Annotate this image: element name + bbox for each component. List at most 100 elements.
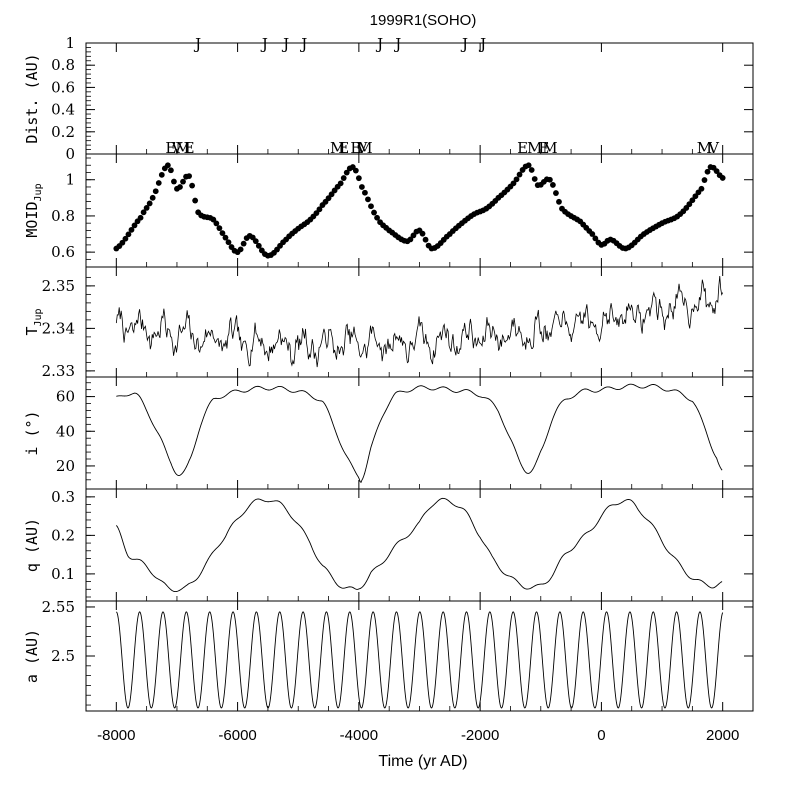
moid-point-6 [131, 222, 138, 229]
moid-point-136 [525, 162, 532, 169]
moid-point-24 [186, 173, 192, 180]
moid-point-143 [546, 176, 553, 183]
moid-point-133 [516, 171, 523, 178]
moid-point-9 [140, 209, 147, 216]
x-tick-label-2: -4000 [340, 727, 378, 744]
x-tick-label-4: 0 [597, 727, 605, 744]
x-tick-label-1: -6000 [218, 727, 256, 744]
encounter-marker-11: E [184, 139, 195, 157]
y-tick-label-incl-2: 60 [56, 388, 75, 406]
y-axis-label-text-tjup: T [23, 327, 41, 336]
moid-point-75 [340, 175, 347, 181]
y-tick-label-incl-1: 40 [56, 422, 75, 440]
moid-point-97 [407, 236, 414, 243]
panel-moid: 0.6 0.8 1 MOIDJup [23, 153, 754, 268]
moid-point-5 [128, 226, 135, 233]
y-tick-label-dist-2: 0.4 [51, 101, 75, 119]
moid-point-193 [698, 185, 705, 192]
moid-point-3 [122, 235, 129, 242]
y-tick-label-tjup-1: 2.34 [42, 319, 75, 337]
encounter-marker-17: E [517, 139, 528, 157]
moid-point-25 [189, 182, 196, 189]
a-series-line [116, 611, 724, 709]
moid-point-36 [222, 234, 229, 241]
y-tick-label-q-0: 0.1 [51, 565, 75, 583]
moid-point-82 [362, 189, 368, 196]
moid-point-83 [365, 196, 371, 203]
y-axis-label-a: a (AU) [23, 629, 41, 683]
moid-point-198 [713, 168, 720, 175]
moid-point-67 [316, 206, 323, 213]
encounter-marker-6: J [460, 35, 468, 53]
encounter-marker-10: M [175, 139, 190, 157]
moid-point-19 [171, 178, 177, 185]
encounter-marker-13: E [338, 139, 349, 157]
q-series-line [115, 497, 723, 593]
moid-point-18 [167, 167, 174, 174]
encounter-marker-2: J [281, 35, 289, 53]
moid-point-146 [556, 198, 562, 205]
moid-point-14 [155, 180, 162, 186]
encounter-marker-22: V [707, 139, 720, 157]
moid-point-84 [368, 203, 374, 210]
moid-point-131 [510, 180, 517, 187]
encounter-marker-3: J [299, 35, 307, 53]
x-axis-label: Time (yr AD) [378, 753, 467, 770]
moid-point-190 [689, 197, 696, 204]
moid-point-22 [180, 178, 186, 185]
panel-series-incl [116, 383, 723, 484]
encounter-marker-15: V [355, 139, 368, 157]
moid-point-132 [513, 176, 520, 183]
moid-point-15 [158, 171, 165, 178]
y-tick-label-tjup-2: 2.35 [42, 277, 75, 295]
moid-point-37 [225, 239, 232, 246]
y-axis-label-sub-tjup: Jup [33, 308, 44, 326]
moid-point-144 [550, 182, 556, 188]
moid-point-11 [146, 200, 153, 207]
panel-series-a [116, 611, 724, 709]
moid-point-102 [422, 236, 429, 243]
encounter-marker-1: J [260, 35, 268, 53]
moid-point-2 [119, 239, 126, 246]
moid-point-34 [216, 225, 223, 232]
moid-point-8 [137, 214, 144, 221]
encounter-marker-18: M [527, 139, 542, 157]
moid-point-10 [143, 204, 150, 211]
y-axis-label-text-incl: i (°) [23, 410, 41, 455]
moid-point-158 [592, 235, 599, 242]
y-axis-label-tjup: TJup [23, 308, 44, 335]
y-tick-label-dist-4: 0.8 [51, 56, 75, 74]
moid-point-85 [371, 209, 377, 216]
y-axis-label-dist: Dist. (AU) [23, 53, 41, 143]
moid-point-81 [358, 184, 365, 190]
moid-point-46 [252, 238, 259, 245]
encounter-marker-20: M [542, 139, 557, 157]
moid-point-200 [719, 175, 726, 181]
moid-point-35 [219, 230, 226, 237]
x-axis: -8000 -6000 -4000 -2000 0 2000 [97, 727, 739, 744]
panel-q: 0.1 0.2 0.3 q (AU) [23, 488, 754, 602]
encounter-marker-0: J [193, 35, 201, 53]
moid-point-33 [213, 220, 220, 227]
encounter-marker-16: M [357, 139, 372, 157]
encounter-marker-4: J [375, 35, 383, 53]
y-tick-label-incl-0: 20 [56, 457, 75, 475]
moid-point-74 [337, 180, 344, 187]
moid-point-41 [237, 246, 244, 253]
y-axis-label-text-q: q (AU) [23, 518, 41, 572]
encounter-marker-12: M [330, 139, 345, 157]
y-axis-label-sub-moid: Jup [33, 183, 44, 201]
encounter-marker-9: V [171, 139, 184, 157]
encounter-marker-19: E [538, 139, 549, 157]
y-axis-label-moid: MOIDJup [23, 183, 44, 237]
y-tick-label-tjup-0: 2.33 [42, 362, 75, 380]
panel-series-q [115, 497, 723, 593]
x-tick-label-3: -2000 [461, 727, 499, 744]
moid-point-79 [352, 167, 359, 174]
moid-point-138 [531, 176, 538, 182]
moid-point-101 [419, 230, 426, 237]
encounter-marker-8: E [165, 139, 176, 157]
encounter-marker-21: M [697, 139, 712, 157]
